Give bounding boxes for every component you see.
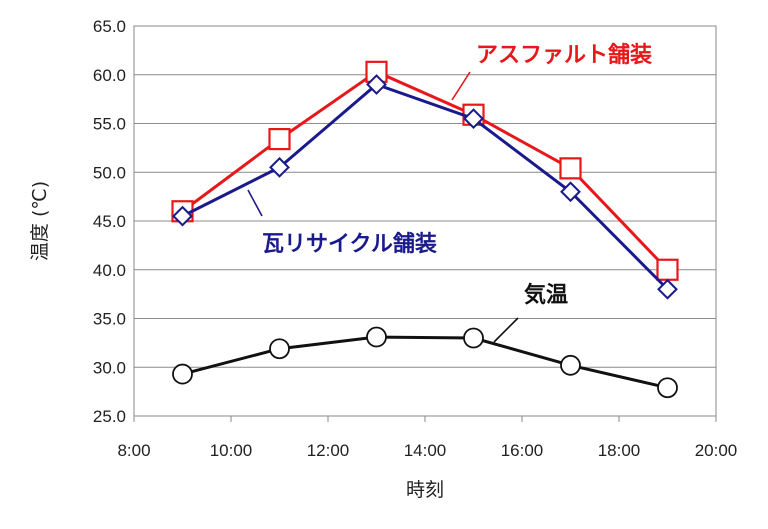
series-square — [171, 60, 679, 281]
data-point — [269, 156, 290, 178]
y-tick-label: 60.0 — [93, 66, 126, 85]
series-line — [182, 335, 668, 390]
data-point — [560, 181, 581, 203]
data-point — [657, 278, 678, 300]
data-point — [172, 363, 193, 385]
data-point — [269, 338, 290, 360]
series-diamond — [172, 74, 678, 300]
x-tick-label: 16:00 — [501, 441, 544, 460]
y-tick-label: 25.0 — [93, 407, 126, 426]
data-point — [657, 377, 678, 399]
data-point — [656, 258, 679, 281]
y-tick-label: 30.0 — [93, 358, 126, 377]
data-point — [560, 354, 581, 376]
x-axis-ticks: 8:00 10:00 12:00 14:00 16:00 18:00 20:00 — [117, 416, 737, 460]
y-axis-label: 温度 (℃) — [29, 181, 51, 261]
callout-line-air-temperature — [493, 317, 519, 343]
data-point — [268, 128, 291, 151]
callout-line-asphalt — [451, 71, 471, 101]
series-label-air-temperature: 気温 — [524, 282, 568, 308]
callout-line-recycled-tile — [247, 189, 263, 217]
series-group — [171, 60, 679, 399]
series-callouts — [247, 71, 519, 343]
x-tick-label: 8:00 — [117, 441, 150, 460]
x-tick-label: 10:00 — [210, 441, 253, 460]
y-tick-label: 55.0 — [93, 115, 126, 134]
x-axis-label: 時刻 — [406, 479, 444, 501]
data-point — [366, 326, 387, 348]
data-point — [559, 157, 582, 180]
series-line — [181, 82, 669, 291]
data-point — [463, 108, 484, 130]
x-tick-label: 12:00 — [307, 441, 350, 460]
series-label-asphalt: アスファルト舗装 — [476, 42, 652, 68]
y-axis-ticks: 25.0 30.0 35.0 40.0 45.0 50.0 55.0 60.0 65.0 — [93, 17, 126, 426]
y-tick-label: 50.0 — [93, 163, 126, 182]
data-point — [366, 74, 387, 95]
y-tick-label: 35.0 — [93, 310, 126, 329]
x-tick-label: 18:00 — [598, 441, 641, 460]
y-tick-label: 40.0 — [93, 261, 126, 280]
y-tick-label: 65.0 — [93, 17, 126, 36]
x-tick-label: 20:00 — [695, 441, 738, 460]
series-label-recycled-tile: 瓦リサイクル舗装 — [262, 231, 437, 257]
x-tick-label: 14:00 — [404, 441, 447, 460]
series-circle — [172, 326, 678, 399]
y-tick-label: 45.0 — [93, 212, 126, 231]
series-line — [181, 70, 669, 271]
gridlines — [134, 74, 716, 368]
data-point — [463, 327, 484, 349]
data-point — [172, 205, 193, 227]
